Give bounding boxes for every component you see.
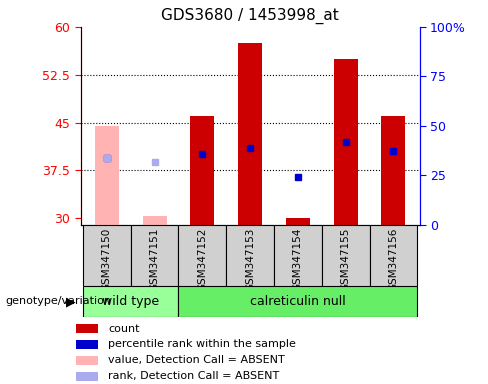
Text: wild type: wild type (102, 295, 159, 308)
Bar (322, 27, 369, 225)
Bar (334, 59, 358, 225)
Bar (76, 324, 99, 333)
Bar (274, 27, 322, 225)
Bar (131, 225, 179, 286)
Bar (83, 225, 131, 286)
Text: count: count (108, 324, 140, 334)
Bar (190, 116, 214, 225)
Bar (76, 372, 99, 381)
Text: GSM347156: GSM347156 (388, 228, 398, 291)
Bar (95, 126, 119, 225)
Bar (179, 286, 417, 317)
Bar (83, 286, 179, 317)
Bar (238, 43, 262, 225)
Bar (131, 27, 179, 225)
Text: GSM347153: GSM347153 (245, 228, 255, 291)
Bar (179, 27, 226, 225)
Bar (369, 225, 417, 286)
Bar (76, 356, 99, 365)
Text: GSM347155: GSM347155 (341, 228, 351, 291)
Bar (382, 116, 406, 225)
Text: value, Detection Call = ABSENT: value, Detection Call = ABSENT (108, 355, 285, 365)
Text: GSM347154: GSM347154 (293, 228, 303, 291)
Text: GSM347152: GSM347152 (197, 228, 207, 291)
Bar (274, 225, 322, 286)
Text: genotype/variation: genotype/variation (5, 296, 111, 306)
Text: GSM347151: GSM347151 (149, 228, 160, 291)
Bar (179, 225, 226, 286)
Bar (369, 27, 417, 225)
Title: GDS3680 / 1453998_at: GDS3680 / 1453998_at (161, 8, 339, 24)
Bar (142, 216, 166, 225)
Bar (286, 218, 310, 225)
Text: GSM347150: GSM347150 (102, 228, 112, 291)
Bar (76, 340, 99, 349)
Bar (83, 27, 131, 225)
Text: ▶: ▶ (66, 295, 76, 308)
Bar (226, 27, 274, 225)
Bar (322, 225, 369, 286)
Bar (226, 225, 274, 286)
Text: rank, Detection Call = ABSENT: rank, Detection Call = ABSENT (108, 371, 280, 381)
Text: calreticulin null: calreticulin null (250, 295, 346, 308)
Text: percentile rank within the sample: percentile rank within the sample (108, 339, 296, 349)
